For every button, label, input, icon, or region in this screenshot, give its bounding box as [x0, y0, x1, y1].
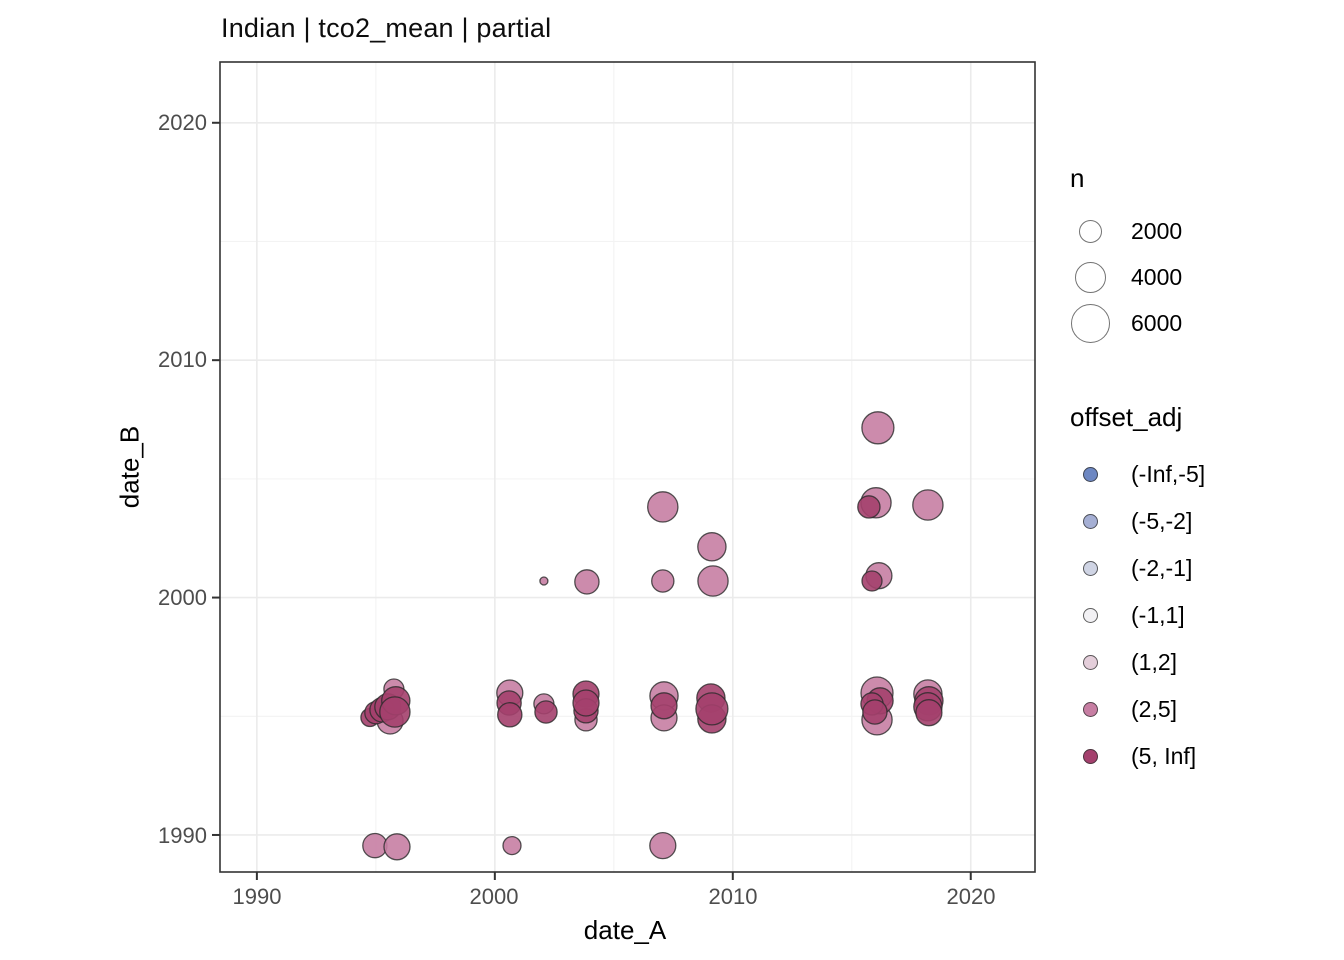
color-legend-label: (-1,1]: [1131, 602, 1185, 628]
legend-item: (5, Inf]: [1068, 733, 1205, 780]
color-key-circle-icon: [1082, 608, 1098, 623]
y-axis-title: date_B: [114, 425, 145, 509]
y-tick-label: 1990: [158, 823, 207, 848]
color-key-circle-icon: [1082, 514, 1098, 529]
color-key-circle-icon: [1082, 702, 1098, 717]
y-tick-label: 2010: [158, 347, 207, 372]
data-point: [697, 565, 729, 597]
legend-item: (-5,-2]: [1068, 498, 1205, 545]
data-point: [912, 489, 944, 521]
data-point: [574, 569, 600, 595]
chart-title: Indian | tco2_mean | partial: [221, 13, 552, 43]
size-legend: n 2000 4000 6000: [1068, 163, 1182, 346]
color-key-circle-icon: [1082, 655, 1098, 670]
data-point: [362, 832, 388, 859]
x-tick-label: 2010: [708, 884, 758, 909]
legend-item: (-Inf,-5]: [1068, 451, 1205, 498]
data-point: [862, 699, 888, 725]
data-point: [539, 576, 549, 586]
data-point: [502, 835, 522, 856]
color-key-circle-icon: [1082, 561, 1098, 576]
data-point: [383, 833, 411, 861]
x-axis-title: date_A: [583, 915, 667, 945]
color-legend: offset_adj (-Inf,-5] (-5,-2] (-2,-1] (-1…: [1068, 402, 1205, 780]
size-key-circle-icon: [1074, 261, 1106, 293]
data-point: [861, 411, 895, 445]
color-legend-label: (2,5]: [1131, 696, 1178, 722]
y-tick-label: 2000: [158, 585, 207, 610]
data-point: [534, 700, 558, 724]
data-point: [497, 702, 523, 728]
size-legend-label: 2000: [1131, 217, 1183, 244]
legend-item: 2000: [1068, 208, 1182, 254]
color-legend-label: (1,2]: [1131, 649, 1178, 675]
data-point: [649, 831, 677, 860]
panel-border: [219, 61, 1036, 873]
color-legend-label: (-Inf,-5]: [1131, 461, 1206, 487]
data-point: [650, 692, 678, 720]
x-tick-label: 2020: [946, 884, 996, 909]
x-tick-label: 2000: [469, 884, 519, 909]
size-key-circle-icon: [1070, 303, 1110, 343]
color-legend-label: (-2,-1]: [1131, 555, 1193, 581]
size-legend-label: 6000: [1131, 309, 1183, 336]
size-key-circle-icon: [1078, 219, 1102, 243]
data-point: [647, 491, 679, 523]
legend-item: (-2,-1]: [1068, 545, 1205, 592]
color-legend-label: (5, Inf]: [1131, 743, 1197, 769]
data-point: [695, 692, 729, 726]
data-point: [861, 570, 883, 592]
size-legend-label: 4000: [1131, 263, 1183, 290]
data-point: [915, 699, 943, 727]
data-point: [379, 696, 411, 728]
color-legend-title: offset_adj: [1070, 402, 1183, 432]
panel-background: [220, 62, 1035, 872]
data-point: [697, 532, 727, 562]
color-legend-label: (-5,-2]: [1131, 508, 1193, 534]
data-point: [572, 689, 600, 717]
data-point: [651, 569, 675, 593]
size-legend-title: n: [1070, 163, 1085, 193]
color-key-circle-icon: [1082, 467, 1098, 482]
legend-item: (1,2]: [1068, 639, 1205, 686]
legend-item: (2,5]: [1068, 686, 1205, 733]
data-point: [857, 495, 881, 519]
legend-item: (-1,1]: [1068, 592, 1205, 639]
legend-item: 4000: [1068, 254, 1182, 300]
color-key-circle-icon: [1082, 749, 1098, 764]
x-tick-label: 1990: [232, 884, 282, 909]
legend-item: 6000: [1068, 300, 1182, 346]
y-tick-label: 2020: [158, 110, 207, 135]
